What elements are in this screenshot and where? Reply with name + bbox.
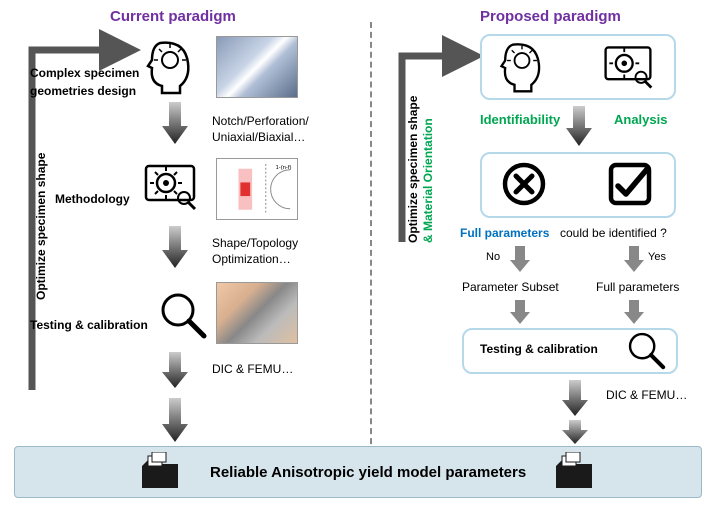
- arrow-right-bottom1: [560, 378, 590, 418]
- step3-label: Testing & calibration: [30, 318, 148, 332]
- arrow-to-test-l: [508, 298, 532, 326]
- dic-label-r: DIC & FEMU…: [606, 388, 687, 404]
- folder-icon-right: [552, 452, 596, 492]
- full-params-label: Full parameters: [596, 280, 679, 296]
- arrow-right-1: [564, 104, 594, 148]
- arrow-yes: [622, 244, 646, 274]
- yes-label: Yes: [648, 250, 666, 264]
- note2a: Shape/Topology: [212, 236, 298, 252]
- folder-icon-left: [138, 452, 182, 492]
- arrow-left-2: [160, 224, 190, 270]
- note1a: Notch/Perforation/: [212, 114, 309, 130]
- note3: DIC & FEMU…: [212, 362, 293, 378]
- arrow-left-1: [160, 100, 190, 146]
- identifiability-label: Identifiability: [480, 112, 560, 127]
- step1-label-a: Complex specimen: [30, 66, 139, 80]
- magnifier-icon-r: [626, 330, 668, 372]
- left-title: Current paradigm: [110, 8, 236, 25]
- note1b: Uniaxial/Biaxial…: [212, 130, 305, 146]
- right-vertical-label-1: Optimize specimen shape: [406, 78, 420, 243]
- question-a: Full parameters: [460, 226, 549, 240]
- check-box-icon: [606, 160, 654, 208]
- step2-label: Methodology: [55, 192, 130, 206]
- gear-monitor-icon: [140, 158, 200, 216]
- arrow-left-4: [160, 396, 190, 444]
- arrow-no: [508, 244, 532, 274]
- column-divider: [370, 22, 372, 454]
- arrow-to-test-r: [622, 298, 646, 326]
- banner-text: Reliable Anisotropic yield model paramet…: [210, 464, 526, 481]
- note2b: Optimization…: [212, 252, 291, 268]
- gear-monitor-icon-r: [600, 40, 656, 94]
- analysis-label: Analysis: [614, 112, 667, 127]
- fem-diagram: 1-(n-f): [216, 158, 298, 220]
- specimen-photo: [216, 36, 298, 98]
- no-label: No: [486, 250, 500, 264]
- arrow-right-bottom2: [560, 418, 590, 446]
- arrow-left-3: [160, 350, 190, 390]
- param-subset-label: Parameter Subset: [462, 280, 559, 296]
- svg-text:1-(n-f): 1-(n-f): [276, 165, 292, 171]
- right-testing-label: Testing & calibration: [480, 342, 598, 356]
- idea-head-icon-r: [494, 40, 550, 94]
- testing-photo: [216, 282, 298, 344]
- magnifier-icon: [158, 290, 210, 342]
- right-vertical-label-2: & Material Orientation: [421, 98, 435, 243]
- step1-label-b: geometries design: [30, 84, 136, 98]
- x-circle-icon: [500, 160, 548, 208]
- idea-head-icon: [140, 38, 200, 96]
- right-title: Proposed paradigm: [480, 8, 621, 25]
- question-b: could be identified ?: [560, 226, 667, 240]
- left-vertical-label: Optimize specimen shape: [34, 130, 48, 300]
